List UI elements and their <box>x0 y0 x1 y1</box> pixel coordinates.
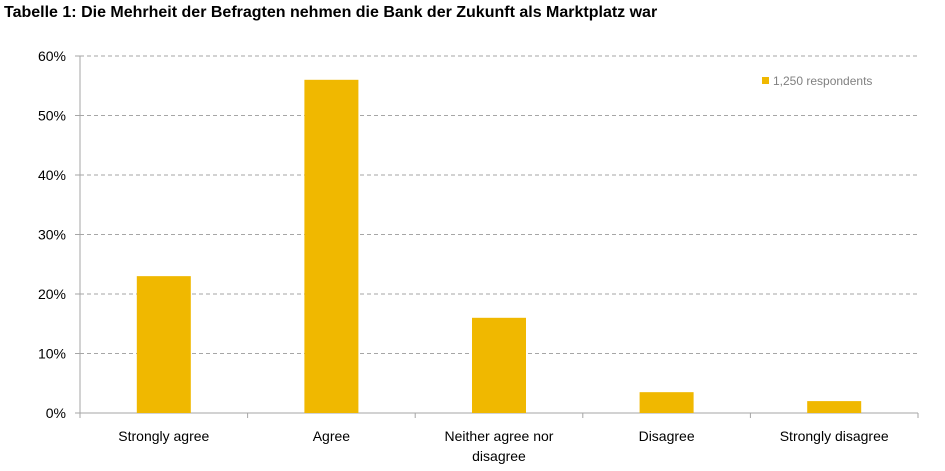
legend-label: 1,250 respondents <box>773 74 872 88</box>
y-axis-tick-label: 50% <box>38 108 66 124</box>
y-axis-tick-labels: 0% 10% 20% 30% 40% 50% 60% <box>38 48 66 421</box>
x-axis-tick-label: Neither agree nor disagree <box>445 428 554 464</box>
bars <box>136 79 862 414</box>
grid-lines <box>80 55 918 354</box>
y-axis-tick-label: 10% <box>38 346 66 362</box>
legend: 1,250 respondents <box>762 74 872 88</box>
y-axis-tick-label: 60% <box>38 48 66 64</box>
x-axis-tick-labels: Strongly agree Agree Neither agree nor disa… <box>118 428 889 464</box>
bar <box>807 401 862 413</box>
y-axis-tick-label: 0% <box>46 405 66 421</box>
x-axis-tick-label: Agree <box>313 428 351 444</box>
y-axis-tick-label: 30% <box>38 227 66 243</box>
chart-title: Tabelle 1: Die Mehrheit der Befragten ne… <box>4 4 658 21</box>
x-axis-tick-label: Strongly agree <box>118 428 209 444</box>
bar <box>136 276 191 413</box>
legend-swatch <box>762 77 769 84</box>
x-axis-tick-label: Strongly disagree <box>780 428 889 444</box>
bar <box>639 392 694 413</box>
x-axis-tick-label: Disagree <box>639 428 695 444</box>
bar <box>304 79 359 414</box>
bar <box>472 317 526 413</box>
y-axis-tick-label: 20% <box>38 286 66 302</box>
y-axis-tick-label: 40% <box>38 167 66 183</box>
